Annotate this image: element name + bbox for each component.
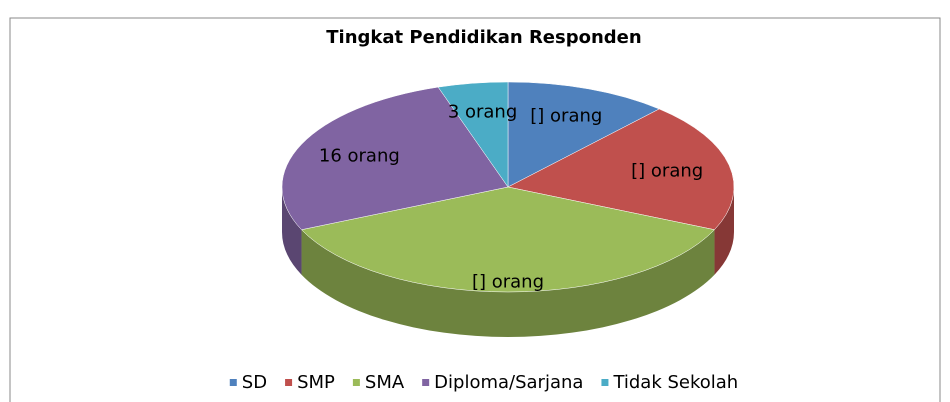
legend-swatch — [422, 379, 430, 386]
legend-swatch — [601, 379, 609, 386]
chart-border — [9, 17, 941, 402]
legend-swatch — [285, 379, 293, 386]
pie-slice — [437, 81, 509, 188]
legend: SD SMP SMA Diploma/Sarjana Tidak Sekolah — [229, 372, 738, 393]
legend-label: SMA — [365, 372, 405, 393]
legend-label: SD — [242, 372, 267, 393]
legend-label: Tidak Sekolah — [612, 372, 738, 393]
legend-label: SMP — [297, 372, 335, 393]
data-label: [] orang — [631, 160, 703, 181]
legend-swatch — [229, 379, 237, 386]
legend-label: Diploma/Sarjana — [434, 372, 583, 393]
pie-slice — [507, 81, 660, 188]
pie-side — [301, 229, 715, 337]
chart-title: Tingkat Pendidikan Responden — [326, 27, 641, 48]
data-label: 16 orang — [319, 145, 400, 166]
data-label: [] orang — [472, 272, 544, 293]
pie-slice — [301, 186, 715, 293]
pie-slice — [281, 86, 509, 230]
data-label: [] orang — [530, 105, 602, 126]
pie-slice — [507, 108, 735, 230]
legend-swatch — [352, 379, 360, 386]
data-label: 3 orang — [448, 101, 517, 122]
